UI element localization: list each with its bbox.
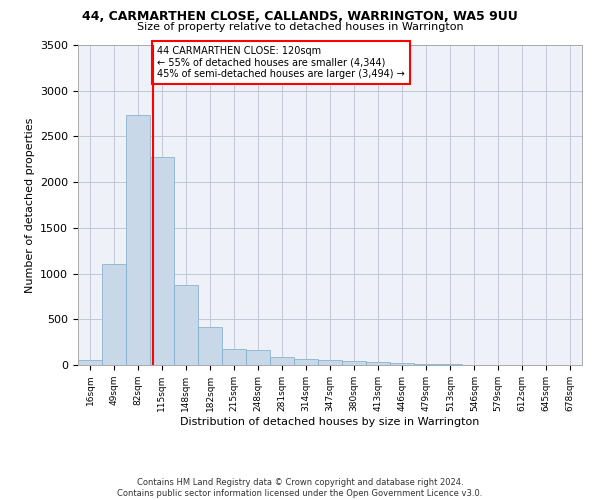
Bar (223, 350, 246, 365)
Text: 44 CARMARTHEN CLOSE: 120sqm
← 55% of detached houses are smaller (4,344)
45% of : 44 CARMARTHEN CLOSE: 120sqm ← 55% of det… (157, 46, 405, 79)
Bar (102, 264, 126, 365)
Bar (150, 156, 174, 365)
Bar (342, 362, 366, 365)
Y-axis label: Number of detached properties: Number of detached properties (25, 118, 35, 292)
Bar (78, 360, 102, 365)
Bar (270, 357, 294, 365)
Bar (390, 362, 414, 365)
Bar (439, 364, 463, 365)
Bar (126, 116, 150, 365)
Text: 44, CARMARTHEN CLOSE, CALLANDS, WARRINGTON, WA5 9UU: 44, CARMARTHEN CLOSE, CALLANDS, WARRINGT… (82, 10, 518, 23)
Bar (366, 362, 390, 365)
Bar (318, 360, 342, 365)
Bar (199, 326, 223, 365)
Text: Contains HM Land Registry data © Crown copyright and database right 2024.
Contai: Contains HM Land Registry data © Crown c… (118, 478, 482, 498)
X-axis label: Distribution of detached houses by size in Warrington: Distribution of detached houses by size … (181, 416, 479, 426)
Bar (174, 284, 197, 365)
Bar (246, 350, 270, 365)
Bar (294, 359, 318, 365)
Bar (414, 364, 437, 365)
Text: Size of property relative to detached houses in Warrington: Size of property relative to detached ho… (137, 22, 463, 32)
